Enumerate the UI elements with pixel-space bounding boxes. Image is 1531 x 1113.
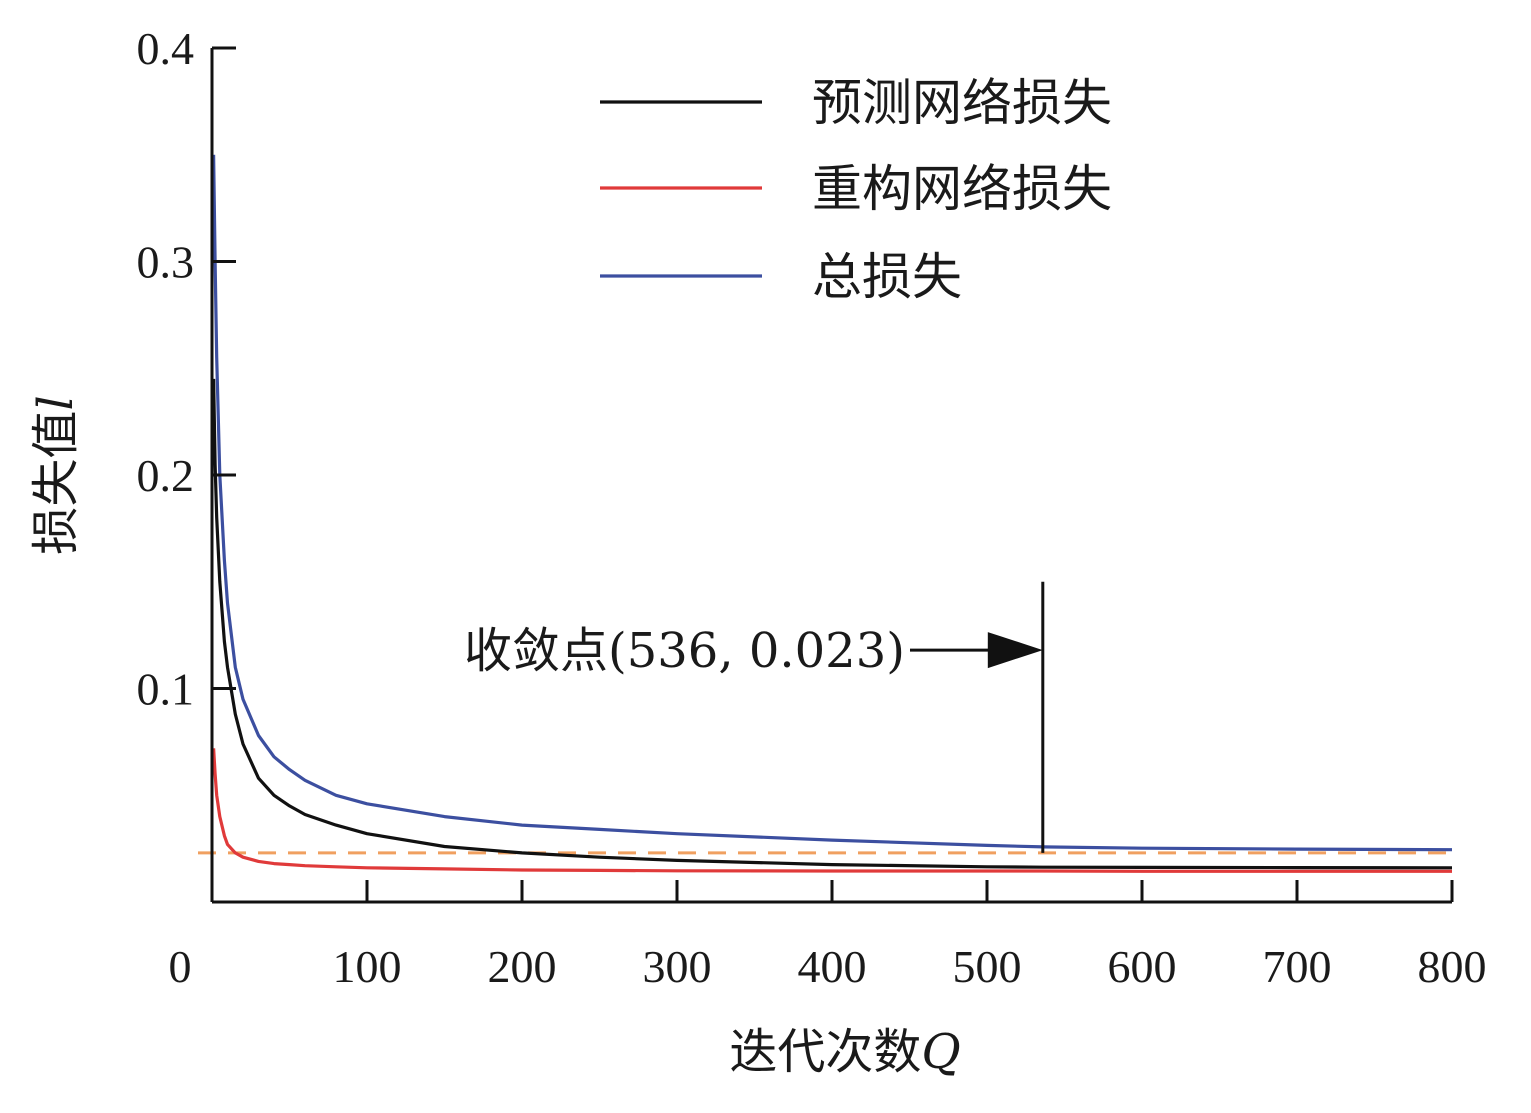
legend-label-1: 重构网络损失 xyxy=(812,160,1112,218)
x-tick-label: 800 xyxy=(1418,941,1487,992)
y-axis-label-text: 损失值 xyxy=(28,411,84,555)
series-layer xyxy=(212,154,1453,873)
convergence-annotation-label: 收敛点(536, 0.023) xyxy=(464,623,905,679)
legend-label-2: 总损失 xyxy=(812,248,962,306)
annotation-arrow-head xyxy=(987,632,1043,669)
series-line-0 xyxy=(212,378,1453,870)
y-axis-label-variable: l xyxy=(28,395,84,410)
x-tick-label: 0 xyxy=(169,941,192,992)
x-axis-label: 迭代次数Q xyxy=(729,1024,960,1080)
series-line-1 xyxy=(212,748,1452,873)
x-tick-label: 300 xyxy=(643,941,712,992)
x-axis-label-variable: Q xyxy=(921,1024,960,1080)
x-tick-label: 200 xyxy=(488,941,557,992)
x-tick-label: 700 xyxy=(1263,941,1332,992)
x-axis-label-text: 迭代次数 xyxy=(729,1024,921,1080)
y-tick-label: 0.4 xyxy=(137,23,195,74)
y-tick-label: 0.2 xyxy=(137,450,195,501)
y-tick-label: 0.3 xyxy=(137,237,195,288)
legend-label-0: 预测网络损失 xyxy=(812,74,1112,132)
x-tick-label: 400 xyxy=(798,941,867,992)
axes-layer: 0 100 200 300 400 500 600 700 800 0.1 0.2 0.3 0.4 迭代次… xyxy=(28,23,1487,1080)
x-tick-label: 100 xyxy=(333,941,402,992)
x-tick-label: 600 xyxy=(1108,941,1177,992)
y-tick-label: 0.1 xyxy=(137,664,195,715)
series-line-2 xyxy=(212,154,1453,852)
x-tick-label: 500 xyxy=(953,941,1022,992)
annotation-layer: 收敛点(536, 0.023) xyxy=(464,581,1045,853)
y-axis-label: 损失值l xyxy=(28,395,84,554)
